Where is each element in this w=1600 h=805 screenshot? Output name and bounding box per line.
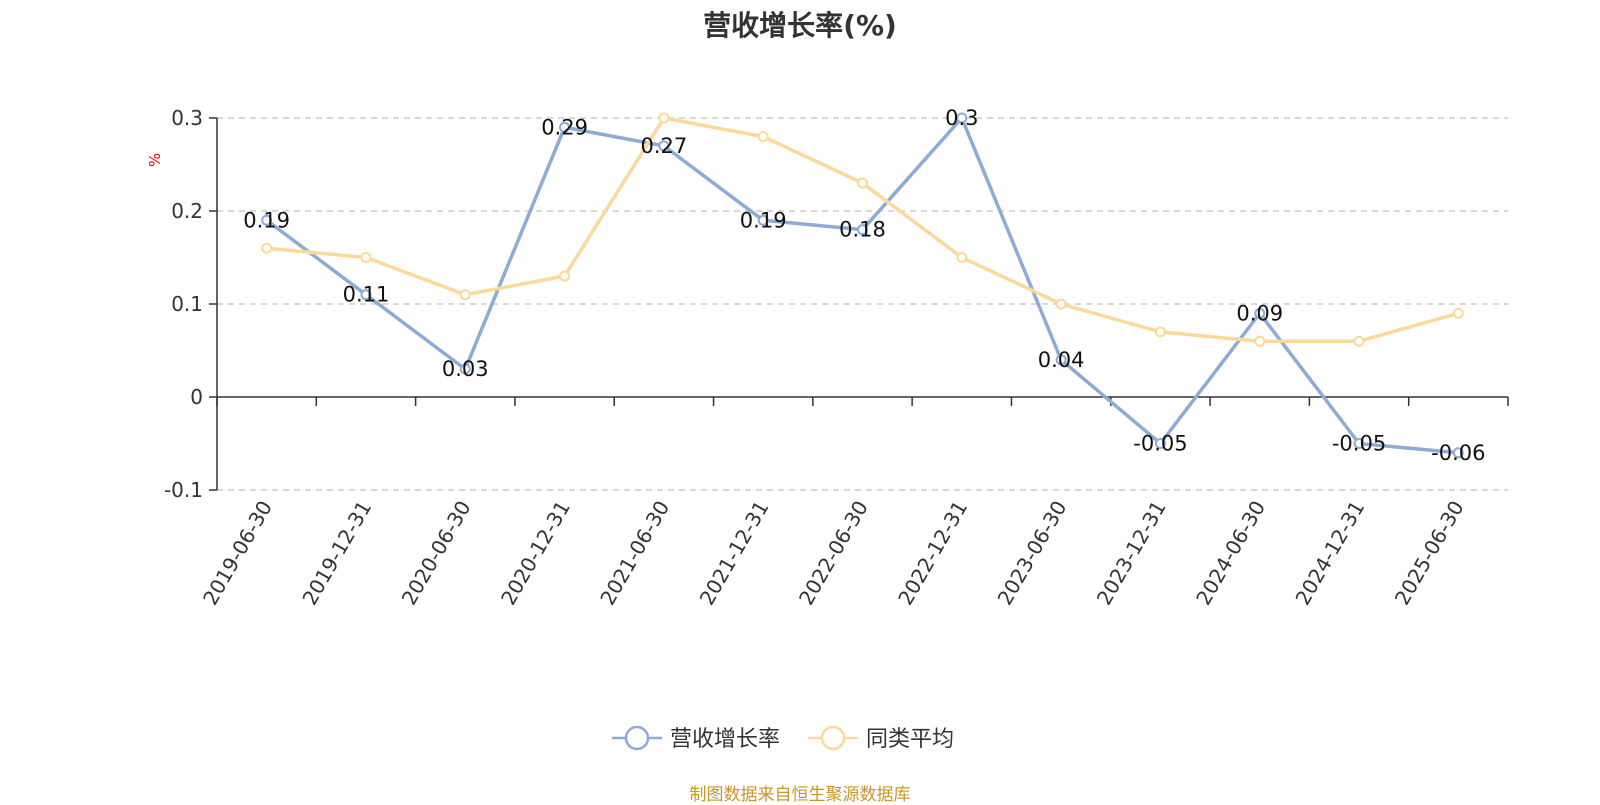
x-tick-label: 2023-12-31 [1092, 497, 1171, 610]
series-1-point[interactable] [956, 112, 968, 124]
data-labels: 0.19 0.11 0.03 0.29 0.27 0.19 0.18 0.3 0.04 -0.05… [243, 106, 1485, 465]
series-2-point[interactable] [1452, 307, 1464, 319]
y-tick-label: 0 [190, 385, 203, 409]
data-label: 0.19 [740, 208, 787, 232]
data-label: -0.06 [1431, 441, 1485, 465]
legend-label: 同类平均 [866, 727, 954, 752]
source-note: 制图数据来自恒生聚源数据库 [689, 785, 911, 805]
legend-marker [624, 725, 650, 751]
series-2-point[interactable] [559, 270, 571, 282]
data-label: 0.27 [641, 134, 688, 158]
legend-item-2[interactable]: 同类平均 [808, 725, 954, 752]
x-tick-label: 2024-06-30 [1191, 497, 1270, 610]
series-2-point[interactable] [857, 177, 868, 189]
x-tick-label: 2023-06-30 [993, 497, 1072, 610]
data-label: -0.05 [1332, 432, 1386, 456]
legend[interactable]: 营收增长率 同类平均 [612, 725, 954, 752]
data-label: 0.19 [243, 208, 290, 232]
y-tick-label: 0.3 [171, 106, 203, 130]
legend-label: 营收增长率 [670, 727, 780, 752]
legend-marker [820, 725, 846, 751]
x-tick-label: 2025-06-30 [1390, 497, 1469, 610]
series-2-point[interactable] [1254, 335, 1266, 347]
y-axis-label: % [146, 153, 164, 167]
data-label: 0.18 [839, 218, 886, 242]
series-1-point[interactable] [1055, 354, 1067, 366]
series-1-point[interactable] [1452, 447, 1464, 459]
series-2-point[interactable] [459, 289, 471, 301]
series-1-point[interactable] [857, 224, 868, 236]
data-label: 0.29 [541, 115, 588, 139]
series-1-point[interactable] [360, 289, 372, 301]
series-2-point[interactable] [1154, 326, 1166, 338]
series-1-point[interactable] [1353, 438, 1365, 449]
x-tick-label: 2024-12-31 [1290, 497, 1369, 610]
x-tick-label: 2022-12-31 [893, 496, 972, 609]
series-1-point[interactable] [261, 214, 273, 226]
x-tick-label: 2022-06-30 [794, 497, 873, 610]
series-lines [261, 112, 1464, 459]
axes: -0.1 0 0.1 0.2 0.3 2019-06-30 2019-12-31 2020-0… [146, 106, 1509, 610]
data-label: 0.04 [1038, 348, 1085, 372]
grid-lines [217, 117, 1508, 491]
series-1-point[interactable] [1254, 307, 1266, 319]
series-1-point[interactable] [658, 140, 670, 152]
series-1-point[interactable] [459, 363, 471, 375]
x-tick-label: 2021-12-31 [695, 497, 774, 610]
data-label: 0.09 [1236, 301, 1283, 325]
x-tick-label: 2021-06-30 [595, 497, 674, 610]
series-2-point[interactable] [360, 252, 372, 263]
series-1-point[interactable] [757, 214, 769, 226]
data-label: -0.05 [1133, 432, 1187, 456]
data-label: 0.03 [442, 357, 489, 381]
data-label: 0.3 [945, 106, 978, 130]
y-tick-label: 0.1 [171, 292, 203, 316]
x-tick-label: 2019-06-30 [198, 497, 277, 610]
data-label: 0.11 [343, 283, 390, 307]
x-tick-label: 2019-12-31 [297, 497, 376, 610]
series-1-point[interactable] [1154, 438, 1166, 449]
series-1-point[interactable] [559, 121, 571, 133]
chart-title: 营收增长率(%) [703, 9, 897, 42]
series-2-point[interactable] [261, 242, 273, 254]
x-tick-label: 2020-12-31 [496, 497, 575, 610]
series-2-point[interactable] [956, 252, 968, 263]
series-2-point[interactable] [757, 131, 769, 143]
legend-item-1[interactable]: 营收增长率 [612, 725, 780, 752]
x-tick-label: 2020-06-30 [397, 497, 476, 610]
series-2-point[interactable] [1353, 335, 1365, 347]
y-tick-label: 0.2 [171, 199, 203, 223]
y-tick-label: -0.1 [164, 478, 203, 502]
series-2-point[interactable] [658, 112, 670, 124]
series-2-point[interactable] [1055, 298, 1067, 310]
